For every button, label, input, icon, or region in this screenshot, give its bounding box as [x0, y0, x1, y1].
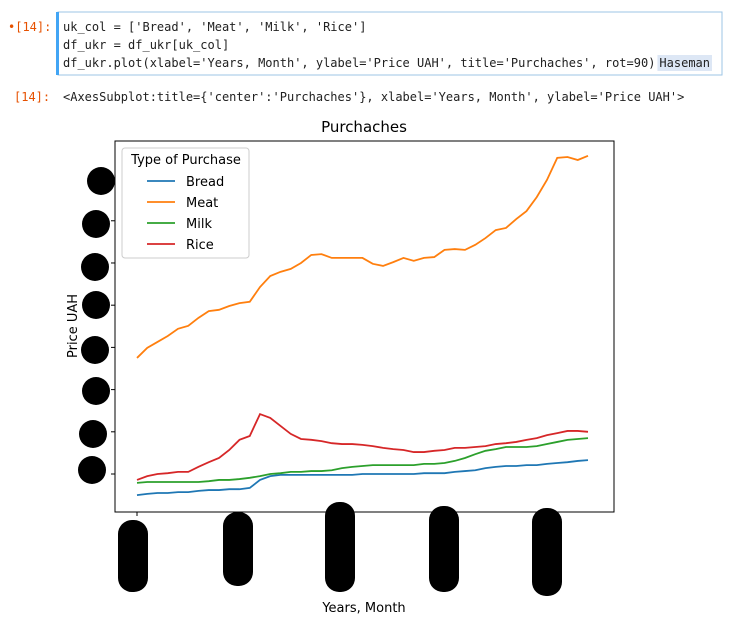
series-line: [136, 412, 589, 481]
redaction: [78, 456, 106, 484]
x-axis-label: Years, Month: [321, 601, 405, 616]
legend-label: Meat: [186, 196, 218, 211]
redaction: [82, 377, 110, 405]
redaction: [223, 512, 253, 586]
code-line: df_ukr = df_ukr[uk_col]: [63, 38, 229, 52]
redaction: [81, 253, 109, 281]
redaction: [118, 520, 148, 592]
code-line: uk_col = ['Bread', 'Meat', 'Milk', 'Rice…: [63, 20, 366, 34]
code-line: df_ukr.plot(xlabel='Years, Month', ylabe…: [63, 56, 655, 70]
y-axis-label: Price UAH: [66, 294, 81, 358]
redaction: [532, 508, 562, 596]
redaction: [82, 291, 110, 319]
redaction: [87, 167, 115, 195]
legend-label: Milk: [186, 217, 212, 232]
series-line: [136, 459, 589, 497]
out-prompt: [14]:: [14, 90, 50, 104]
redaction: [81, 336, 109, 364]
chart: Purchaches Years, Month Price UAH Type o…: [66, 118, 615, 616]
redaction: [325, 502, 355, 592]
legend-box: [121, 147, 250, 259]
legend-label: Rice: [186, 238, 214, 253]
in-prompt: •[14]:: [8, 20, 51, 34]
redaction: [79, 420, 107, 448]
legend-label: Bread: [186, 175, 224, 190]
series-line: [136, 154, 589, 359]
code-cell[interactable]: [57, 11, 723, 76]
series-line: [136, 437, 589, 484]
output-text: <AxesSubplot:title={'center':'Purchaches…: [63, 90, 684, 104]
highlight-bg: [657, 55, 712, 71]
legend-title: Type of Purchase: [130, 153, 241, 168]
redaction: [429, 506, 459, 592]
highlighted-word: Haseman: [659, 56, 710, 70]
cell-focus-bar: [56, 12, 59, 75]
redaction: [82, 210, 110, 238]
chart-title: Purchaches: [321, 118, 407, 136]
